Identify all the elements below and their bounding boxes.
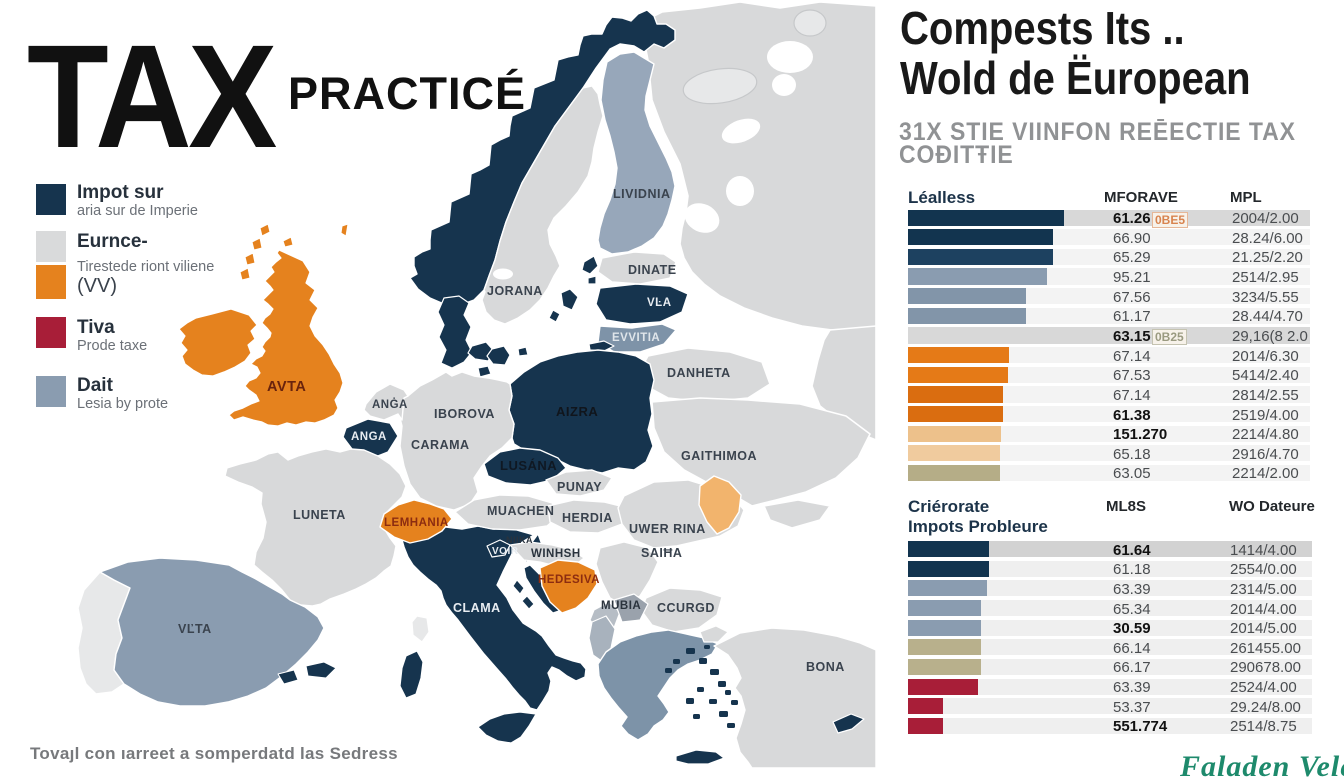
svg-text:EVVITIA: EVVITIA (612, 332, 660, 344)
svg-text:MUBIA: MUBIA (601, 600, 641, 612)
svg-text:VĽTA: VĽTA (178, 622, 212, 636)
svg-text:UWER RINA: UWER RINA (629, 522, 706, 536)
svg-text:SAIĦA: SAIĦA (641, 546, 682, 560)
svg-text:IBOROVA: IBOROVA (434, 407, 495, 421)
svg-text:HERDIA: HERDIA (562, 511, 613, 525)
svg-text:LUSÁNA: LUSÁNA (500, 458, 557, 473)
svg-text:AIZRA: AIZRA (556, 404, 598, 419)
svg-text:AVTA: AVTA (267, 379, 306, 395)
svg-text:WINHSH: WINHSH (531, 548, 581, 560)
svg-text:LEMHANIA: LEMHANIA (384, 517, 449, 529)
svg-text:NIIKA: NIIKA (506, 535, 533, 545)
svg-text:GAITHIMOA: GAITHIMOA (681, 449, 757, 463)
svg-text:ANGA: ANGA (351, 431, 387, 443)
svg-text:DINATE: DINATE (628, 263, 677, 277)
svg-text:BONA: BONA (806, 660, 845, 674)
svg-text:JORANA: JORANA (487, 284, 543, 298)
svg-text:PUNAY: PUNAY (557, 480, 602, 494)
svg-text:CARAMA: CARAMA (411, 438, 470, 452)
svg-text:LUNETA: LUNETA (293, 508, 346, 522)
svg-text:HEDESIVA: HEDESIVA (538, 574, 600, 586)
svg-text:VOIR: VOIR (492, 546, 519, 557)
svg-text:CLAMA: CLAMA (453, 601, 501, 615)
svg-text:MUACHEN: MUACHEN (487, 504, 554, 518)
svg-text:VĿA: VĿA (647, 297, 672, 309)
svg-text:LIVIDNIA: LIVIDNIA (613, 187, 670, 201)
svg-text:ANĠA: ANĠA (372, 398, 408, 411)
svg-text:DANHETA: DANHETA (667, 366, 731, 380)
svg-text:CCURGD: CCURGD (657, 601, 715, 615)
